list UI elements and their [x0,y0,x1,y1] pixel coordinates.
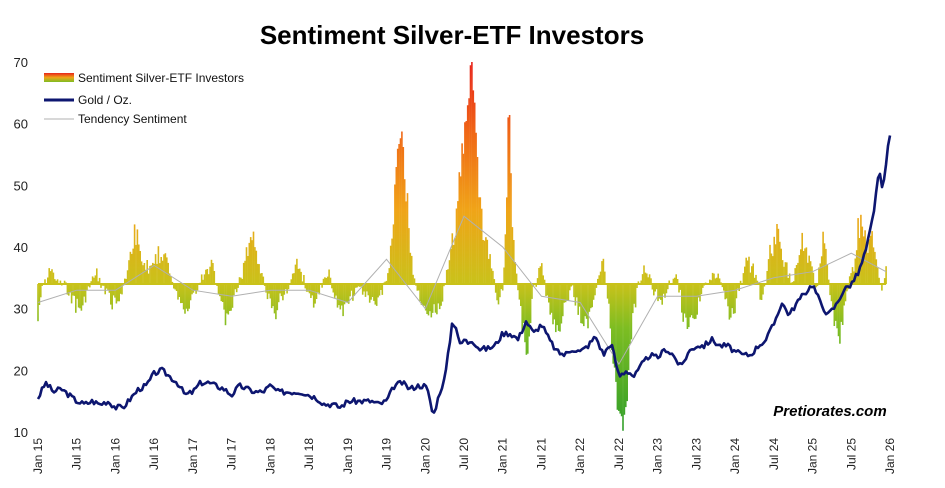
x-tick-label: Jan 26 [883,438,897,474]
x-tick-label: Jan 16 [108,438,122,474]
legend: Sentiment Silver-ETF Investors Gold / Oz… [44,71,244,126]
legend-label-gold: Gold / Oz. [78,93,132,107]
tendency-line [37,215,887,366]
y-axis: 10 20 30 40 50 60 70 [14,55,28,440]
gold-series [36,135,892,414]
x-tick-label: Jan 18 [263,438,277,474]
y-tick-label: 30 [14,302,28,317]
x-tick-label: Jul 16 [147,438,161,470]
x-tick-label: Jan 17 [186,438,200,474]
y-tick-label: 40 [14,240,28,255]
x-tick-label: Jan 23 [651,438,665,474]
x-tick-label: Jul 15 [70,438,84,470]
chart-title: Sentiment Silver-ETF Investors [260,20,644,50]
y-tick-label: 50 [14,178,28,193]
legend-label-tendency: Tendency Sentiment [78,112,187,126]
x-tick-label: Jul 21 [534,438,548,470]
y-tick-label: 20 [14,363,28,378]
watermark: Pretiorates.com [773,403,886,420]
x-tick-label: Jan 25 [806,438,820,474]
tendency-series [37,215,887,366]
x-tick-label: Jan 22 [573,438,587,474]
legend-label-sentiment: Sentiment Silver-ETF Investors [78,71,244,85]
x-tick-label: Jan 21 [496,438,510,474]
y-tick-label: 70 [14,55,28,70]
x-tick-label: Jul 24 [767,438,781,470]
x-tick-label: Jul 22 [612,438,626,470]
x-tick-label: Jul 25 [844,438,858,470]
x-tick-label: Jan 20 [418,438,432,474]
plot-area [36,62,892,431]
x-tick-label: Jul 17 [225,438,239,470]
legend-swatch-sentiment [44,73,74,82]
x-tick-label: Jan 15 [31,438,45,474]
gold-line [36,135,892,414]
y-tick-label: 60 [14,117,28,132]
x-axis: Jan 15 Jul 15 Jan 16 Jul 16 Jan 17 Jul 17 Jan … [31,438,897,474]
x-tick-label: Jul 19 [380,438,394,470]
x-tick-label: Jan 19 [341,438,355,474]
y-tick-label: 10 [14,425,28,440]
x-tick-label: Jan 24 [728,438,742,474]
x-tick-label: Jul 20 [457,438,471,470]
x-tick-label: Jul 23 [689,438,703,470]
x-tick-label: Jul 18 [302,438,316,470]
